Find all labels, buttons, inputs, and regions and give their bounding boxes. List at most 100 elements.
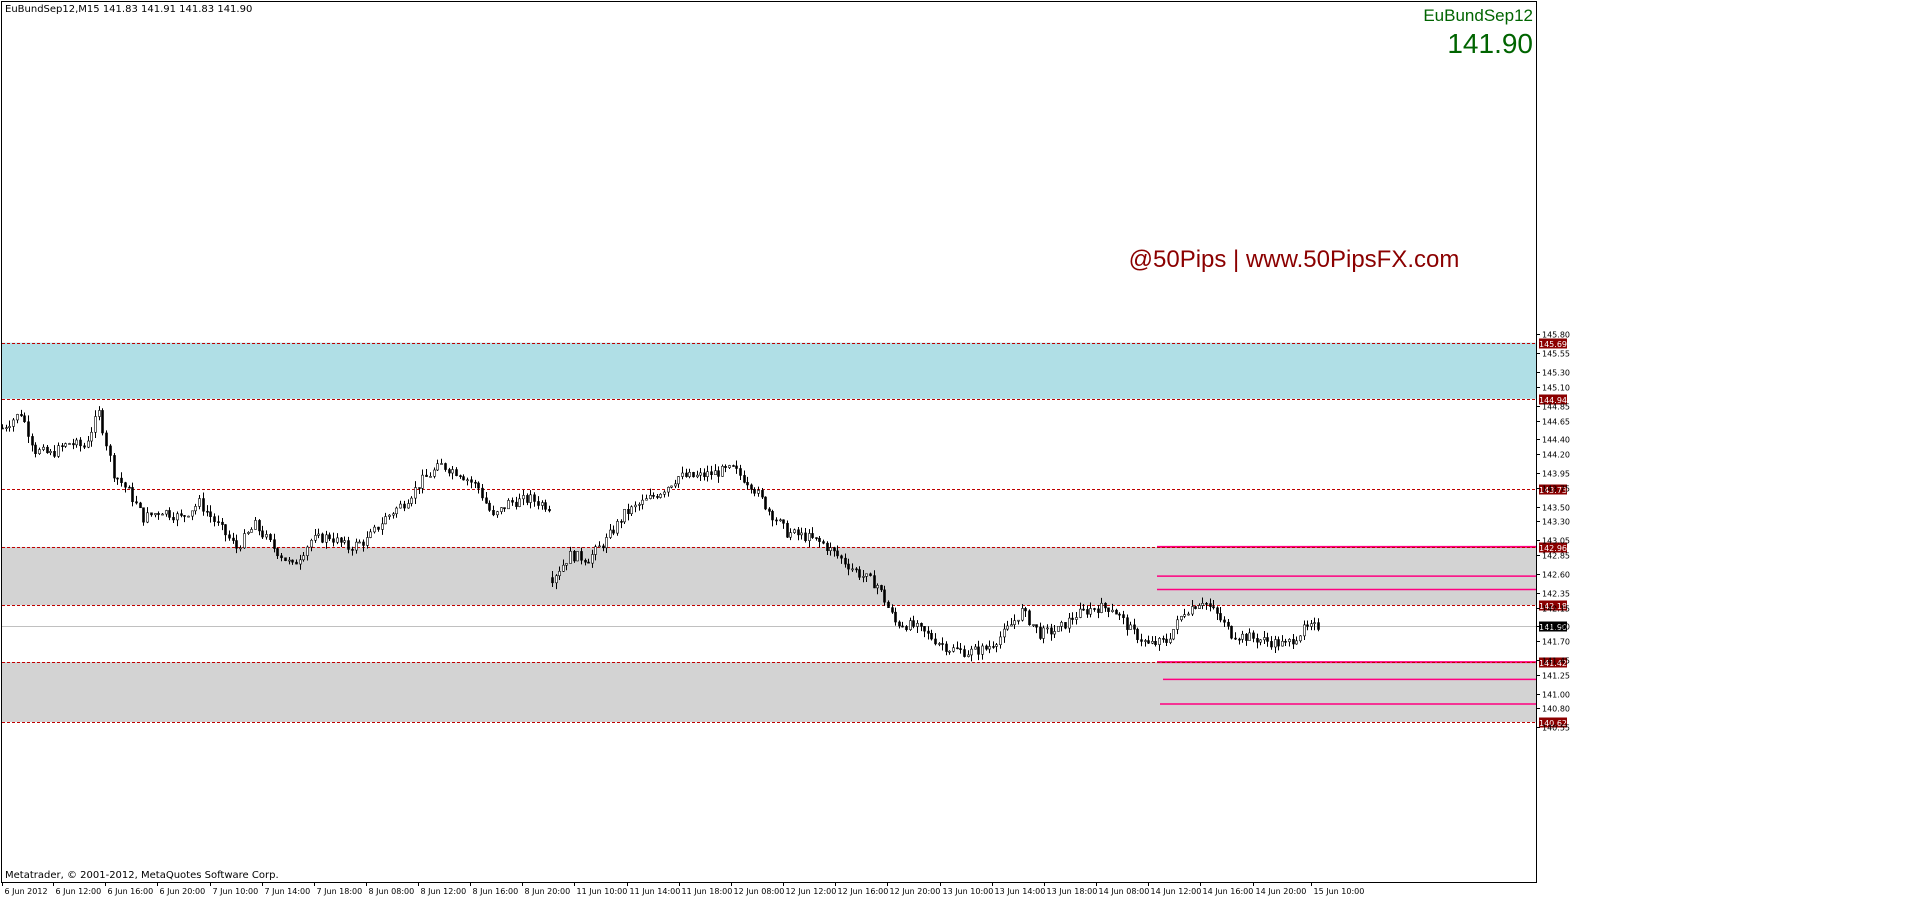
candle-body (721, 466, 724, 477)
candle-body (930, 633, 933, 640)
candle-body (157, 513, 160, 515)
candle-body (1017, 619, 1020, 622)
candle-body (522, 495, 525, 500)
x-tick-label: 8 Jun 20:00 (525, 887, 571, 896)
candle-body (328, 534, 331, 540)
candle-body (116, 477, 119, 480)
candle-body (395, 507, 398, 515)
candle-body (1097, 608, 1100, 613)
y-tick-label: 144.65 (1542, 418, 1570, 427)
candle-body (1107, 607, 1110, 612)
level-label-bg (1539, 338, 1567, 349)
candle-body (804, 532, 807, 541)
candle-body (609, 529, 612, 538)
candle-body (355, 541, 358, 551)
candle-body (1295, 640, 1298, 645)
candle-body (221, 521, 224, 525)
candle-body (124, 482, 127, 488)
candle-body (269, 534, 272, 541)
candle-body (638, 504, 641, 506)
y-tick-label: 145.10 (1542, 384, 1570, 393)
candle-body (1216, 607, 1219, 614)
candle-body (967, 654, 970, 657)
candle-body (880, 585, 883, 591)
candle-body (1259, 639, 1262, 643)
candle-body (1003, 628, 1006, 638)
candle-body (677, 476, 680, 485)
candles-layer (1, 406, 1320, 662)
candle-body (1230, 625, 1233, 639)
candle-body (444, 463, 447, 470)
candle-body (562, 564, 565, 572)
candle-body (793, 529, 796, 533)
x-axis: 6 Jun 2012 6 Jun 12:00 6 Jun 16:00 6 Jun 20… (2, 882, 1365, 896)
candle-body (1028, 610, 1031, 626)
x-tick-label: 14 Jun 16:00 (1203, 887, 1254, 896)
candle-body (862, 576, 865, 578)
level-label-bg (1539, 394, 1567, 405)
candle-body (616, 521, 619, 534)
candle-body (448, 469, 451, 474)
watermark-text: @50Pips | www.50PipsFX.com (1129, 246, 1460, 273)
candle-body (358, 541, 361, 544)
candle-body (771, 511, 774, 521)
candle-body (64, 443, 67, 447)
candle-body (977, 646, 980, 655)
candle-body (161, 513, 164, 516)
candle-body (1169, 638, 1172, 643)
candle-body (5, 427, 8, 429)
candle-body (822, 541, 825, 544)
candle-body (999, 636, 1002, 646)
candle-body (496, 511, 499, 516)
candle-body (366, 537, 369, 546)
y-tick-label: 141.70 (1542, 638, 1570, 647)
candle-body (594, 546, 597, 555)
levels-layer: 145.69 144.94 143.73 142.96 142.18 141.42 140.… (2, 338, 1567, 728)
candle-body (829, 547, 832, 551)
candle-body (27, 421, 30, 437)
candle-body (224, 524, 227, 536)
candle-body (630, 506, 633, 515)
candle-body (75, 439, 78, 446)
candle-body (1071, 617, 1074, 620)
candle-body (1241, 633, 1244, 640)
y-tick-label: 140.55 (1542, 724, 1570, 733)
candle-body (302, 555, 305, 561)
x-tick-label: 15 Jun 10:00 (1314, 887, 1365, 896)
candle-body (191, 510, 194, 517)
candle-body (887, 601, 890, 608)
candle-body (187, 515, 190, 518)
level-label: 143.73 (1539, 486, 1567, 495)
candle-body (526, 495, 529, 503)
candle-body (503, 507, 506, 510)
level-label-bg (1539, 542, 1567, 553)
candle-body (963, 649, 966, 657)
candle-body (87, 440, 90, 448)
candle-body (1299, 635, 1302, 642)
candle-body (1198, 605, 1201, 609)
candle-body (12, 419, 15, 427)
candle-body (492, 510, 495, 516)
candle-body (440, 463, 443, 465)
candle-body (1238, 638, 1241, 641)
candle-body (38, 449, 41, 454)
candle-body (659, 493, 662, 498)
candle-body (135, 501, 138, 504)
candle-body (974, 646, 977, 650)
candle-body (53, 451, 56, 457)
x-tick-label: 6 Jun 2012 (5, 887, 48, 896)
candle-body (1050, 627, 1053, 635)
y-tick-label: 144.20 (1542, 451, 1570, 460)
candle-body (1111, 609, 1114, 612)
candle-body (717, 470, 720, 477)
candle-body (1006, 625, 1009, 630)
candle-body (128, 486, 131, 489)
candle-body (1274, 639, 1277, 648)
candle-body (1104, 602, 1107, 609)
candle-body (113, 455, 116, 479)
level-label-bg (1539, 600, 1567, 611)
candle-body (485, 497, 488, 504)
level-label-bg (1539, 717, 1567, 728)
candle-body (418, 487, 421, 489)
